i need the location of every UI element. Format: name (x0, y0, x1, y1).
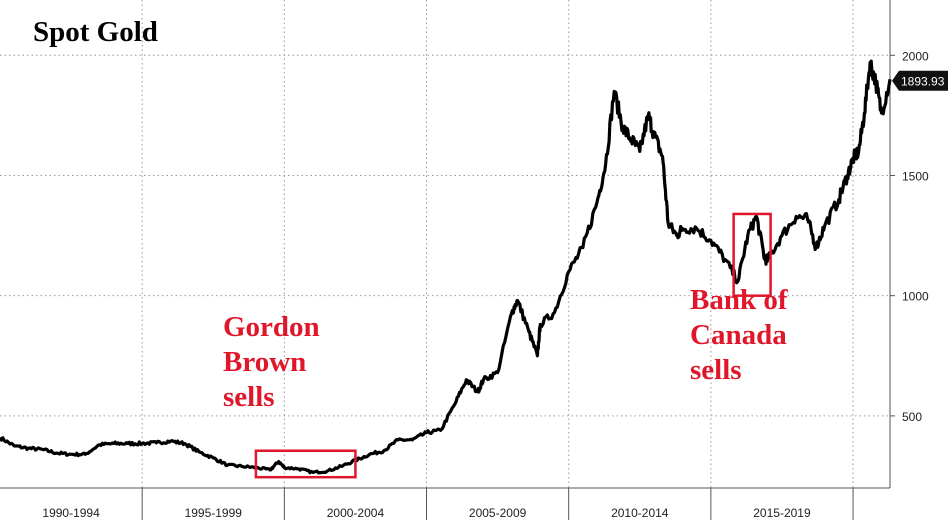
annotation-box-1 (254, 449, 357, 479)
annotation-box-2 (732, 212, 772, 297)
x-axis: 1990-1994 1995-1999 2000-2004 2005-2009 2010… (0, 487, 890, 520)
annotation-boxes (254, 212, 772, 479)
x-tick-label: 2010-2014 (611, 506, 669, 520)
last-value-badge (892, 70, 948, 91)
chart-title: Spot Gold (33, 16, 158, 48)
x-tick-label: 2000-2004 (327, 506, 385, 520)
y-tick-label-1500: 1500 (902, 169, 929, 183)
gold-price-line (0, 59, 892, 475)
last-value-label: 1893.93 (901, 74, 945, 88)
x-tick-label: 1995-1999 (185, 506, 243, 520)
x-tick-label: 2005-2009 (469, 506, 527, 520)
y-tick-label-500: 500 (902, 410, 922, 424)
grid (0, 0, 890, 488)
y-tick-label-2000: 2000 (902, 49, 929, 63)
last-value-tag: 1893.93 (892, 70, 948, 91)
y-tick-label-1000: 1000 (902, 290, 929, 304)
annotation-bank-of-canada: Bank of Canada sells (690, 284, 788, 386)
x-tick-label: 2015-2019 (753, 506, 811, 520)
x-tick-label: 1990-1994 (42, 506, 100, 520)
annotation-gordon-brown: Gordon Brown sells (223, 311, 320, 413)
